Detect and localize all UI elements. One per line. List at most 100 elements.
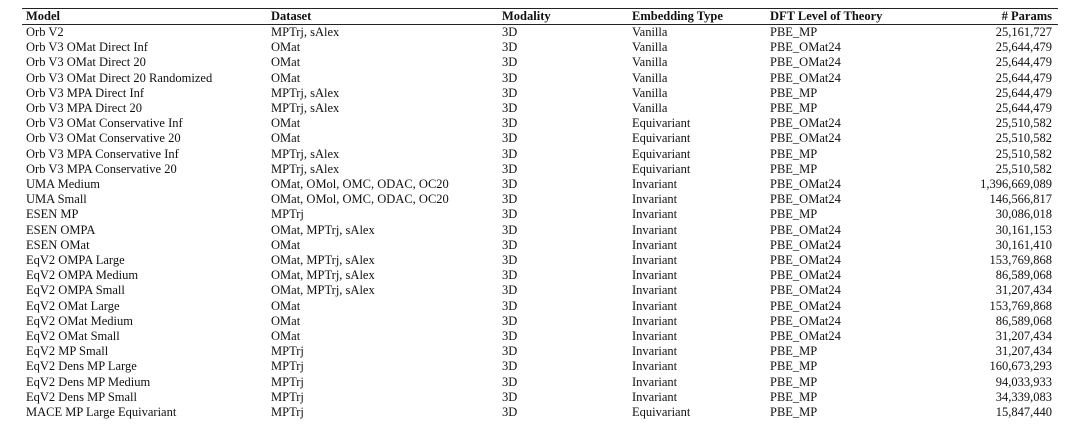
table-cell: Invariant bbox=[632, 359, 678, 374]
table-cell: OMat bbox=[271, 40, 301, 55]
table-cell: Invariant bbox=[632, 253, 678, 267]
table-cell: 31,207,434 bbox=[995, 344, 1052, 359]
table-cell: Vanilla bbox=[632, 40, 668, 55]
table-cell: Invariant bbox=[632, 329, 678, 343]
table-cell: 3D bbox=[502, 131, 518, 146]
table-cell: PBE_OMat24 bbox=[770, 116, 841, 131]
table-cell: Orb V3 OMat Direct Inf bbox=[26, 40, 148, 55]
table-cell: PBE_OMat24 bbox=[770, 55, 841, 70]
table-cell: 3D bbox=[502, 85, 518, 100]
table-cell: Invariant bbox=[632, 222, 678, 237]
table-cell: Vanilla bbox=[632, 55, 668, 70]
table-cell: Vanilla bbox=[632, 25, 668, 39]
table-cell: MPTrj bbox=[271, 207, 304, 222]
table-cell: 3D bbox=[502, 40, 518, 55]
table-cell: 3D bbox=[502, 207, 518, 222]
table-cell: 3D bbox=[502, 192, 518, 207]
table-cell: 94,033,933 bbox=[995, 374, 1052, 389]
table-cell: 3D bbox=[502, 329, 518, 343]
table-cell: OMat, MPTrj, sAlex bbox=[271, 253, 375, 267]
table-cell: Orb V3 MPA Conservative Inf bbox=[26, 146, 179, 161]
table-cell: EqV2 OMat Small bbox=[26, 329, 120, 343]
table-cell: 25,161,727 bbox=[995, 25, 1052, 39]
table-cell: 3D bbox=[502, 298, 518, 313]
table-cell: Invariant bbox=[632, 268, 678, 283]
table-cell: 25,644,479 bbox=[995, 55, 1052, 70]
table-cell: PBE_OMat24 bbox=[770, 40, 841, 55]
table-cell: OMat, OMol, OMC, ODAC, OC20 bbox=[271, 177, 449, 191]
table-cell: Equivariant bbox=[632, 116, 691, 131]
table-cell: EqV2 OMPA Small bbox=[26, 283, 125, 298]
table-cell: 153,769,868 bbox=[989, 253, 1053, 267]
table-cell: MPTrj bbox=[271, 374, 304, 389]
table-cell: ESEN OMPA bbox=[26, 222, 96, 237]
table-cell: MPTrj, sAlex bbox=[271, 85, 340, 100]
table-cell: Invariant bbox=[632, 313, 678, 328]
table-cell: 3D bbox=[502, 405, 518, 419]
table-cell: PBE_OMat24 bbox=[770, 268, 841, 283]
table-cell: 3D bbox=[502, 237, 518, 252]
table-cell: PBE_OMat24 bbox=[770, 283, 841, 298]
table-cell: Invariant bbox=[632, 298, 678, 313]
table-cell: MPTrj bbox=[271, 389, 304, 404]
table-cell: MPTrj bbox=[271, 344, 304, 359]
table-cell: OMat bbox=[271, 116, 301, 131]
table-cell: OMat bbox=[271, 237, 301, 252]
table-cell: UMA Medium bbox=[26, 177, 100, 191]
table-cell: OMat, MPTrj, sAlex bbox=[271, 283, 375, 298]
header-cell: Dataset bbox=[271, 9, 312, 23]
header-rule bbox=[22, 24, 1058, 25]
table-cell: 86,589,068 bbox=[995, 268, 1052, 283]
table-cell: Invariant bbox=[632, 344, 678, 359]
table-cell: Invariant bbox=[632, 192, 678, 207]
table-cell: Orb V3 OMat Conservative Inf bbox=[26, 116, 183, 131]
table-cell: 3D bbox=[502, 161, 518, 176]
table-cell: 31,207,434 bbox=[995, 329, 1052, 343]
table-cell: OMat bbox=[271, 131, 301, 146]
table-cell: PBE_OMat24 bbox=[770, 70, 841, 85]
header-cell: Embedding Type bbox=[632, 9, 723, 23]
table-cell: Invariant bbox=[632, 237, 678, 252]
table-cell: Equivariant bbox=[632, 161, 691, 176]
table-cell: 146,566,817 bbox=[989, 192, 1053, 207]
table-cell: Orb V3 MPA Direct Inf bbox=[26, 85, 145, 100]
header-cell: # Params bbox=[1001, 9, 1052, 23]
table-cell: Orb V3 MPA Direct 20 bbox=[26, 101, 142, 115]
table-cell: Orb V3 OMat Direct 20 bbox=[26, 55, 146, 70]
table-cell: PBE_OMat24 bbox=[770, 329, 841, 343]
table-cell: PBE_MP bbox=[770, 25, 818, 39]
table-cell: 3D bbox=[502, 283, 518, 298]
top-rule bbox=[22, 8, 1058, 9]
table-cell: Equivariant bbox=[632, 146, 691, 161]
table-cell: UMA Small bbox=[26, 192, 87, 207]
table-cell: MPTrj, sAlex bbox=[271, 25, 340, 39]
table-cell: PBE_MP bbox=[770, 161, 818, 176]
table-cell: PBE_MP bbox=[770, 359, 818, 374]
table-cell: OMat bbox=[271, 55, 301, 70]
table-cell: 3D bbox=[502, 116, 518, 131]
table-cell: 3D bbox=[502, 374, 518, 389]
table-cell: 25,510,582 bbox=[995, 131, 1052, 146]
table-cell: Invariant bbox=[632, 389, 678, 404]
table-cell: OMat bbox=[271, 313, 301, 328]
table-cell: ESEN OMat bbox=[26, 237, 90, 252]
table-cell: MACE MP Large Equivariant bbox=[26, 405, 177, 419]
table-cell: EqV2 MP Small bbox=[26, 344, 109, 359]
table-cell: EqV2 OMPA Large bbox=[26, 253, 125, 267]
table-cell: PBE_MP bbox=[770, 207, 818, 222]
table-cell: Invariant bbox=[632, 207, 678, 222]
table-cell: 3D bbox=[502, 101, 518, 115]
table-cell: EqV2 Dens MP Large bbox=[26, 359, 137, 374]
table-cell: MPTrj bbox=[271, 359, 304, 374]
table-cell: Orb V3 OMat Direct 20 Randomized bbox=[26, 70, 213, 85]
table-cell: Invariant bbox=[632, 283, 678, 298]
table-cell: OMat bbox=[271, 329, 301, 343]
table-cell: PBE_MP bbox=[770, 405, 818, 419]
table-cell: EqV2 OMat Medium bbox=[26, 313, 133, 328]
table-cell: 30,086,018 bbox=[995, 207, 1052, 222]
table-cell: PBE_OMat24 bbox=[770, 131, 841, 146]
table-cell: PBE_OMat24 bbox=[770, 253, 841, 267]
table-cell: PBE_OMat24 bbox=[770, 192, 841, 207]
table-cell: Vanilla bbox=[632, 101, 668, 115]
